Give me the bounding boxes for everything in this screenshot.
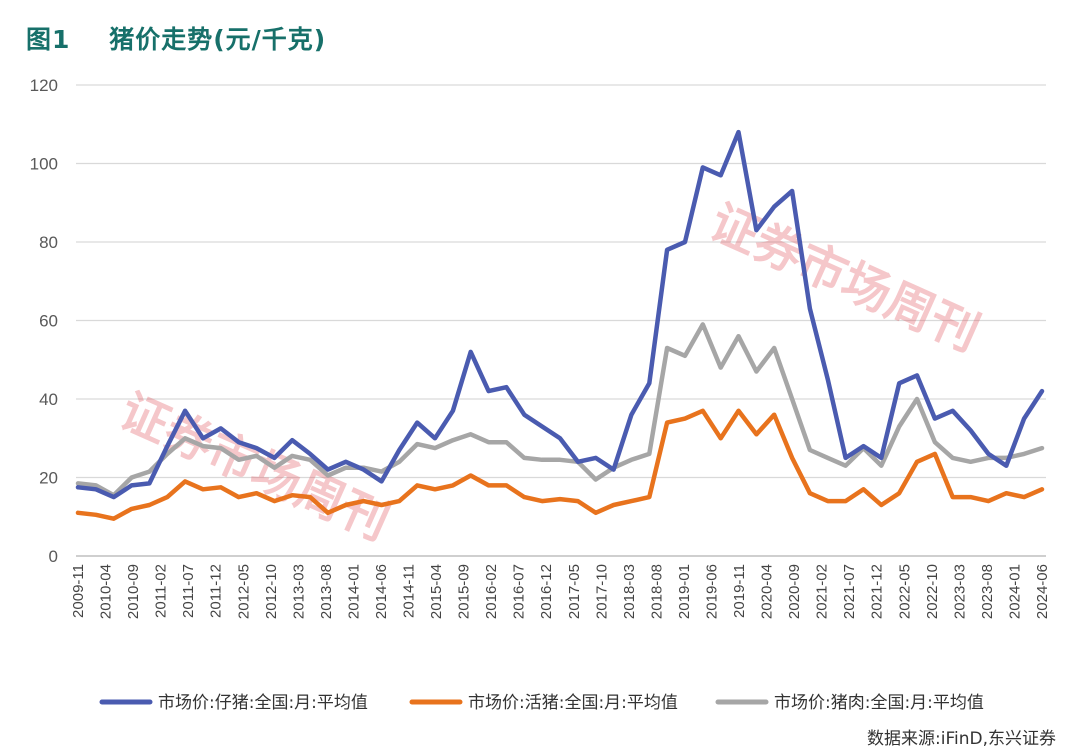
x-tick-label: 2023-08: [979, 564, 996, 619]
y-axis-ticks: 0 20 40 60 80 100 120: [30, 76, 58, 566]
grid-lines: [76, 84, 1046, 479]
x-tick-label: 2013-03: [290, 564, 307, 619]
y-tick-label: 80: [39, 233, 58, 252]
x-tick-label: 2016-02: [483, 564, 500, 619]
x-tick-label: 2019-11: [731, 564, 748, 618]
x-tick-label: 2024-01: [1006, 564, 1023, 619]
legend-label: 市场价:仔猪:全国:月:平均值: [158, 693, 368, 713]
y-tick-label: 40: [39, 390, 58, 409]
x-tick-label: 2018-03: [621, 564, 638, 619]
x-tick-label: 2017-05: [566, 564, 583, 619]
x-tick-label: 2020-04: [759, 564, 776, 619]
legend: 市场价:仔猪:全国:月:平均值 市场价:活猪:全国:月:平均值 市场价:猪肉:全国:…: [99, 693, 984, 713]
y-tick-label: 60: [39, 312, 58, 331]
x-tick-label: 2011-07: [180, 564, 197, 618]
series-line-0: [75, 129, 1045, 500]
x-tick-label: 2011-02: [153, 564, 170, 618]
y-tick-label: 120: [30, 76, 58, 95]
series-lines: [75, 129, 1045, 521]
x-tick-label: 2014-01: [345, 564, 362, 619]
watermark-text: 证券市场周刊: [702, 194, 988, 362]
x-tick-label: 2012-10: [263, 564, 280, 619]
x-tick-label: 2021-02: [814, 564, 831, 619]
y-tick-label: 0: [49, 547, 58, 566]
legend-label: 市场价:活猪:全国:月:平均值: [468, 693, 678, 713]
legend-label: 市场价:猪肉:全国:月:平均值: [774, 693, 984, 713]
x-tick-label: 2010-09: [125, 564, 142, 619]
x-tick-label: 2024-06: [1034, 564, 1051, 619]
series-line-2: [75, 322, 1045, 498]
x-axis-ticks: 2009-11 2010-04 2010-09 2011-02 2011-07 2011-…: [70, 564, 1051, 619]
source-note: 数据来源:iFinD,东兴证券: [867, 729, 1056, 749]
x-tick-label: 2014-06: [373, 564, 390, 619]
x-tick-label: 2021-07: [841, 564, 858, 619]
x-tick-label: 2022-05: [896, 564, 913, 619]
x-tick-label: 2020-09: [786, 564, 803, 619]
x-tick-label: 2022-10: [924, 564, 941, 619]
y-tick-label: 100: [30, 155, 58, 174]
x-tick-label: 2016-07: [511, 564, 528, 619]
x-tick-label: 2017-10: [593, 564, 610, 619]
x-tick-label: 2021-12: [869, 564, 886, 619]
x-tick-label: 2016-12: [538, 564, 555, 619]
x-tick-label: 2009-11: [70, 564, 87, 618]
x-tick-label: 2013-08: [318, 564, 335, 619]
y-tick-label: 20: [39, 469, 58, 488]
series-line-1: [75, 408, 1045, 521]
x-tick-label: 2019-01: [676, 564, 693, 619]
figure-title: 图1 猪价走势(元/千克): [26, 25, 327, 54]
x-tick-label: 2011-12: [208, 564, 225, 618]
x-tick-label: 2023-03: [951, 564, 968, 619]
x-tick-label: 2012-05: [235, 564, 252, 619]
x-tick-label: 2019-06: [703, 564, 720, 619]
x-tick-label: 2015-09: [456, 564, 473, 619]
x-tick-label: 2010-04: [98, 564, 115, 619]
x-tick-label: 2018-08: [648, 564, 665, 619]
x-tick-label: 2014-11: [401, 564, 418, 618]
x-tick-label: 2015-04: [428, 564, 445, 619]
